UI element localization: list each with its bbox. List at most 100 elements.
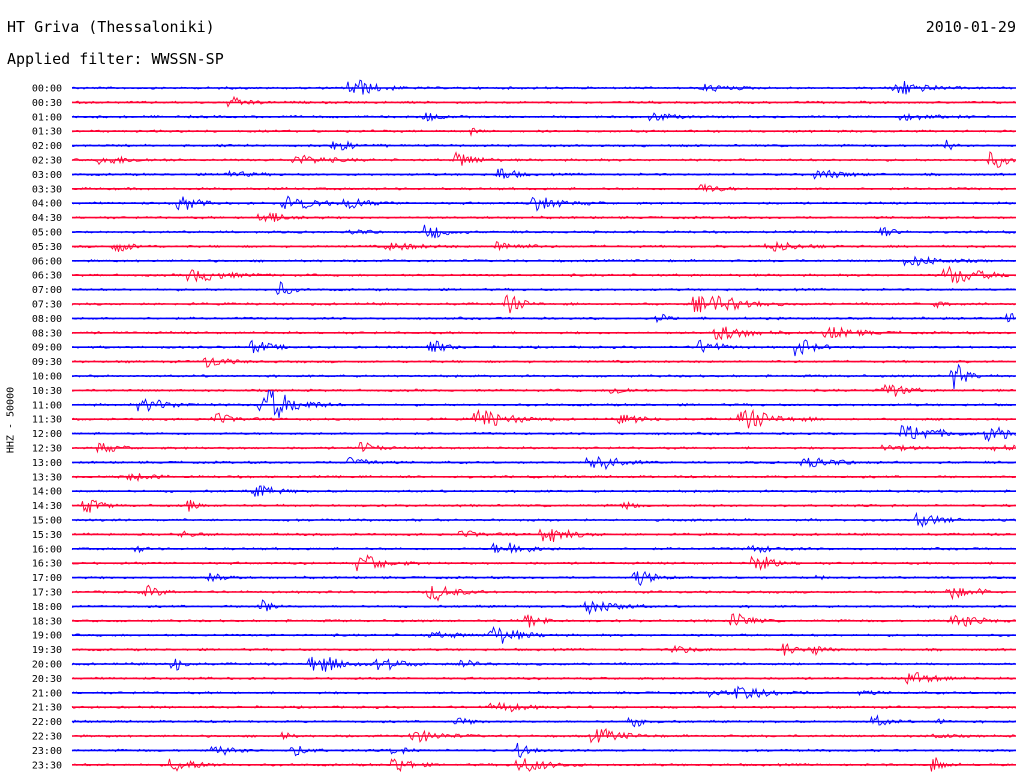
trace-waveform xyxy=(71,727,1016,744)
row-label: 07:00 xyxy=(32,285,62,296)
row-label: 09:30 xyxy=(32,357,62,368)
row-label: 23:30 xyxy=(32,760,62,771)
trace-waveform xyxy=(71,312,1016,324)
trace-waveform xyxy=(71,112,1016,122)
trace-waveform xyxy=(71,294,1016,314)
traces xyxy=(71,79,1016,773)
trace-waveform xyxy=(72,168,1016,180)
row-label: 03:30 xyxy=(32,184,62,195)
trace-waveform xyxy=(71,224,1016,239)
trace-waveform xyxy=(71,255,1016,267)
row-label: 08:00 xyxy=(32,314,62,325)
trace-waveform xyxy=(71,265,1016,284)
row-label: 22:00 xyxy=(32,717,62,728)
row-label: 19:00 xyxy=(32,631,62,642)
plot-date: 2010-01-29 xyxy=(925,18,1016,36)
trace-waveform xyxy=(71,357,1016,368)
trace-waveform xyxy=(71,685,1016,700)
trace-waveform xyxy=(71,584,1016,602)
trace-waveform xyxy=(71,701,1016,713)
row-label: 10:30 xyxy=(32,386,62,397)
row-label: 04:30 xyxy=(32,213,62,224)
trace-waveform xyxy=(71,425,1016,443)
row-label: 20:30 xyxy=(32,674,62,685)
trace-waveform xyxy=(71,742,1016,759)
row-label: 17:00 xyxy=(32,573,62,584)
trace-waveform xyxy=(71,613,1016,628)
row-label: 13:00 xyxy=(32,458,62,469)
trace-waveform xyxy=(71,714,1016,728)
row-label: 14:00 xyxy=(32,487,62,498)
row-label: 00:30 xyxy=(32,98,62,109)
row-label: 04:00 xyxy=(32,199,62,210)
trace-waveform xyxy=(71,127,1016,137)
trace-waveform xyxy=(71,511,1016,528)
row-label: 20:00 xyxy=(32,660,62,671)
trace-waveform xyxy=(71,139,1016,151)
row-label: 12:30 xyxy=(32,444,62,455)
trace-waveform xyxy=(71,326,1016,341)
row-label: 21:00 xyxy=(32,688,62,699)
row-label: 03:00 xyxy=(32,170,62,181)
row-label: 07:30 xyxy=(32,300,62,311)
row-label: 11:00 xyxy=(32,400,62,411)
row-label: 02:00 xyxy=(32,141,62,152)
row-label: 14:30 xyxy=(32,501,62,512)
trace-waveform xyxy=(71,473,1016,482)
trace-waveform xyxy=(71,499,1016,513)
row-label: 05:00 xyxy=(32,228,62,239)
row-label: 11:30 xyxy=(32,415,62,426)
station-title: HT Griva (Thessaloniki) xyxy=(7,18,215,36)
trace-waveform xyxy=(71,79,1016,95)
trace-waveform xyxy=(71,183,1016,193)
trace-waveform xyxy=(71,408,1016,429)
row-label: 23:00 xyxy=(32,746,62,757)
trace-waveform xyxy=(71,390,1016,418)
trace-waveform xyxy=(71,528,1016,542)
row-label: 02:30 xyxy=(32,156,62,167)
trace-waveform xyxy=(71,554,1016,572)
row-label: 01:00 xyxy=(32,112,62,123)
row-label: 17:30 xyxy=(32,588,62,599)
row-label: 10:00 xyxy=(32,372,62,383)
row-label: 01:30 xyxy=(32,127,62,138)
row-label: 18:30 xyxy=(32,616,62,627)
trace-waveform xyxy=(71,363,1016,390)
trace-waveform xyxy=(71,642,1016,656)
row-label: 06:30 xyxy=(32,271,62,282)
trace-waveform xyxy=(71,656,1016,672)
trace-waveform xyxy=(71,442,1016,454)
trace-waveform xyxy=(71,151,1016,168)
row-label: 00:00 xyxy=(32,84,62,95)
trace-waveform xyxy=(71,383,1016,397)
trace-waveform xyxy=(71,195,1016,212)
row-label: 16:30 xyxy=(32,559,62,570)
row-label: 06:00 xyxy=(32,256,62,267)
trace-waveform xyxy=(71,281,1016,296)
row-label: 05:30 xyxy=(32,242,62,253)
row-label: 08:30 xyxy=(32,328,62,339)
row-label: 13:30 xyxy=(32,472,62,483)
row-label: 18:00 xyxy=(32,602,62,613)
trace-waveform xyxy=(71,211,1016,223)
trace-waveform xyxy=(71,757,1016,773)
row-label: 09:00 xyxy=(32,343,62,354)
trace-waveform xyxy=(71,542,1016,555)
trace-waveform xyxy=(71,599,1016,616)
row-label: 15:30 xyxy=(32,530,62,541)
trace-waveform xyxy=(71,570,1016,587)
row-label: 22:30 xyxy=(32,732,62,743)
trace-waveform xyxy=(71,484,1016,497)
trace-waveform xyxy=(71,455,1016,471)
row-label: 21:30 xyxy=(32,703,62,714)
trace-waveform xyxy=(71,95,1016,108)
row-labels: 00:00 00:30 01:00 01:30 02:00 02:30 03:00 03:30… xyxy=(32,84,62,772)
trace-waveform xyxy=(72,339,1016,357)
row-label: 19:30 xyxy=(32,645,62,656)
trace-waveform xyxy=(71,672,1016,685)
row-label: 12:00 xyxy=(32,429,62,440)
row-label: 16:00 xyxy=(32,544,62,555)
filter-label: Applied filter: WWSSN-SP xyxy=(7,50,224,68)
row-label: 15:00 xyxy=(32,516,62,527)
